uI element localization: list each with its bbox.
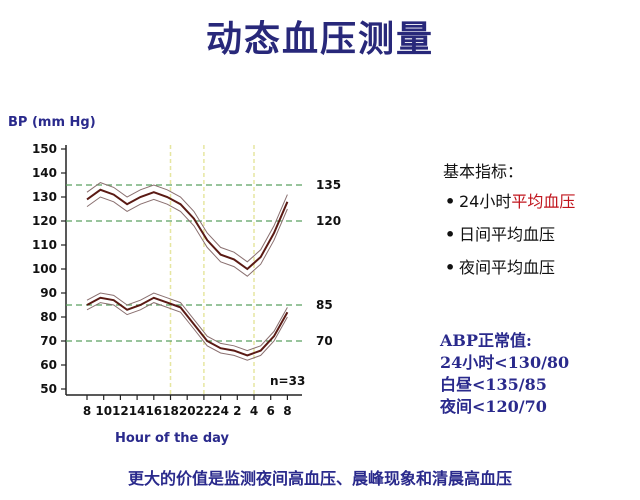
y-tick-label: 60 <box>40 358 57 372</box>
reference-line-label: 120 <box>316 214 341 228</box>
basic-indicators-list: • 24小时平均血压 • 日间平均血压 • 夜间平均血压 <box>445 190 575 289</box>
x-tick-label: 8 <box>283 404 291 418</box>
abp-line-day: 白昼<135/85 <box>440 375 547 394</box>
y-tick-label: 140 <box>32 166 57 180</box>
abp-line-night: 夜间<120/70 <box>440 397 547 416</box>
x-tick-label: 4 <box>250 404 258 418</box>
abp-line-24h: 24小时<130/80 <box>440 353 570 372</box>
y-tick-label: 100 <box>32 262 57 276</box>
abp-normal-values: ABP正常值: 24小时<130/80 白昼<135/85 夜间<120/70 <box>440 330 569 418</box>
series-line-diastolic-upper <box>86 292 288 352</box>
x-tick-label: 20 <box>179 404 196 418</box>
indicator-text: 24小时 <box>459 192 512 211</box>
indicator-text: 日间平均血压 <box>459 225 556 244</box>
bullet-icon: • <box>445 225 456 244</box>
sample-size-annotation: n=33 <box>270 374 305 388</box>
indicator-item: • 日间平均血压 <box>445 223 575 256</box>
indicator-text: 夜间平均血压 <box>459 258 556 277</box>
y-tick-label: 50 <box>40 382 57 396</box>
x-tick-label: 2 <box>233 404 241 418</box>
x-tick-label: 14 <box>129 404 146 418</box>
x-tick-label: 16 <box>145 404 162 418</box>
reference-line-label: 135 <box>316 178 341 192</box>
x-tick-label: 24 <box>212 404 229 418</box>
y-tick-label: 120 <box>32 214 57 228</box>
series-line-systolic-upper <box>86 182 288 263</box>
series-line-systolic-mean <box>86 188 289 271</box>
slide-title: 动态血压测量 <box>205 18 434 60</box>
indicator-item: • 24小时平均血压 <box>445 190 575 223</box>
reference-line-label: 70 <box>316 334 333 348</box>
x-tick-label: 18 <box>162 404 179 418</box>
y-tick-label: 70 <box>40 334 57 348</box>
y-tick-label: 150 <box>32 142 57 156</box>
x-tick-label: 22 <box>196 404 213 418</box>
bullet-icon: • <box>445 258 456 277</box>
bottom-note: 更大的价值是监测夜间高血压、晨峰现象和清晨高血压 <box>127 469 512 488</box>
y-axis-label: BP (mm Hg) <box>8 115 96 130</box>
bullet-icon: • <box>445 192 456 211</box>
series-line-diastolic-mean <box>86 296 289 357</box>
x-axis-label: Hour of the day <box>115 431 230 446</box>
x-tick-label: 10 <box>95 404 112 418</box>
y-tick-label: 90 <box>40 286 57 300</box>
y-tick-label: 130 <box>32 190 57 204</box>
series-line-diastolic-lower <box>86 302 288 361</box>
basic-indicators-title: 基本指标： <box>443 162 524 181</box>
indicator-highlight: 平均血压 <box>511 192 576 211</box>
abp-title: ABP正常值: <box>440 331 532 350</box>
y-tick-label: 80 <box>40 310 57 324</box>
x-tick-label: 6 <box>267 404 275 418</box>
x-tick-label: 8 <box>83 404 91 418</box>
series-line-systolic-lower <box>86 196 288 277</box>
x-tick-label: 12 <box>112 404 129 418</box>
reference-line-label: 85 <box>316 298 333 312</box>
y-tick-label: 110 <box>32 238 57 252</box>
indicator-item: • 夜间平均血压 <box>445 256 575 289</box>
